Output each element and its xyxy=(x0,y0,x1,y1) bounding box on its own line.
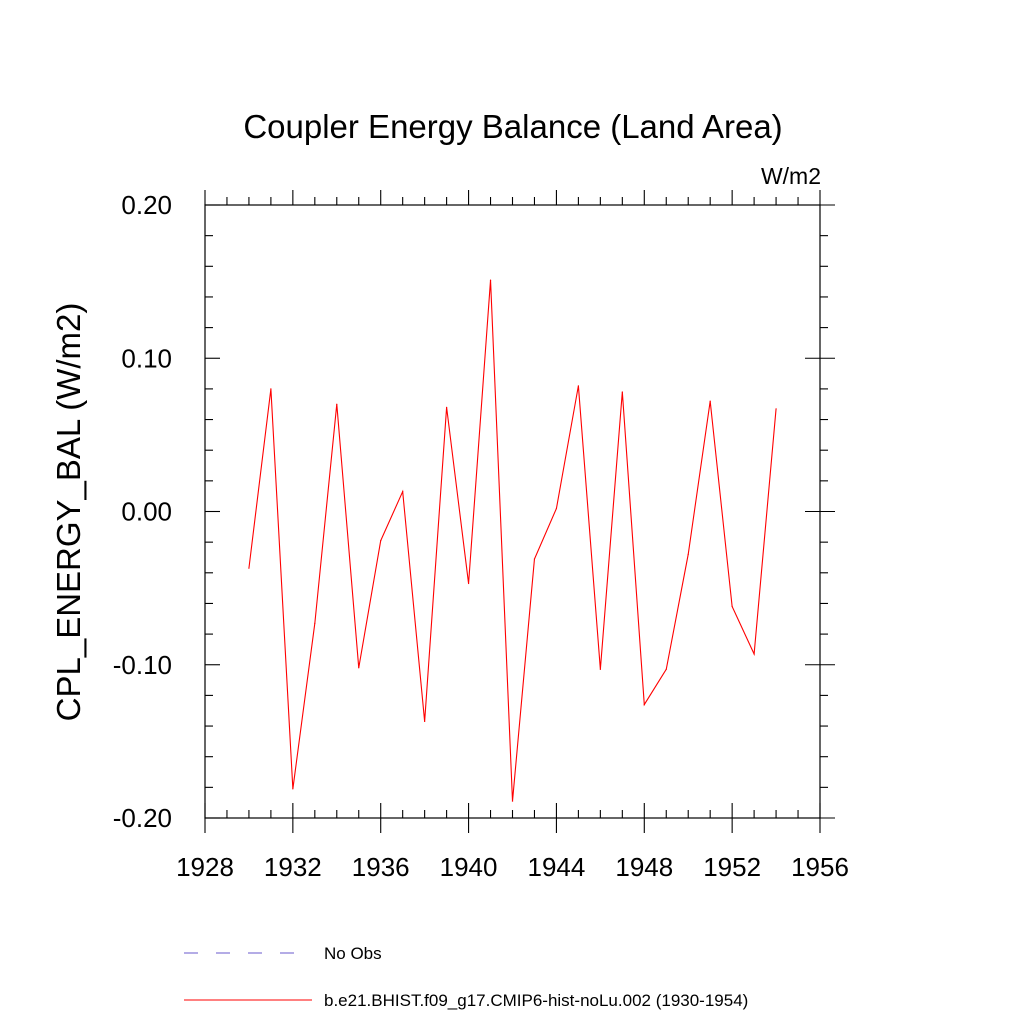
y-tick-label: 0.20 xyxy=(121,190,172,220)
series-point xyxy=(336,403,338,405)
x-tick-label: 1928 xyxy=(176,852,234,882)
series-point xyxy=(731,605,733,608)
series-point xyxy=(709,400,711,402)
x-tick-label: 1936 xyxy=(352,852,410,882)
series-point xyxy=(555,507,558,510)
series-point xyxy=(380,540,382,542)
series-point xyxy=(621,391,623,393)
legend: No Obs b.e21.BHIST.f09_g17.CMIP6-hist-noL… xyxy=(184,944,748,1010)
units-label: W/m2 xyxy=(761,163,821,189)
series-point xyxy=(402,490,404,493)
series-point xyxy=(446,406,448,408)
series-point xyxy=(270,388,272,390)
legend-label: No Obs xyxy=(324,944,382,963)
series-point xyxy=(248,567,250,569)
series-point xyxy=(511,800,514,802)
series-point xyxy=(467,582,470,585)
y-tick-label: -0.10 xyxy=(113,650,172,680)
x-tick-label: 1944 xyxy=(528,852,586,882)
x-tick-label: 1948 xyxy=(615,852,673,882)
x-tick-label: 1932 xyxy=(264,852,322,882)
series-point xyxy=(489,279,492,281)
series-point xyxy=(358,667,360,669)
x-tick-label: 1956 xyxy=(791,852,849,882)
series-point xyxy=(687,553,689,556)
series-point xyxy=(424,720,426,723)
y-tick-label: 0.10 xyxy=(121,343,172,373)
series-line xyxy=(248,280,777,802)
series-point xyxy=(753,653,755,655)
y-axis-label: CPL_ENERGY_BAL (W/m2) xyxy=(50,303,87,722)
x-tick-label: 1940 xyxy=(440,852,498,882)
legend-label: b.e21.BHIST.f09_g17.CMIP6-hist-noLu.002 … xyxy=(324,991,748,1010)
chart-title: Coupler Energy Balance (Land Area) xyxy=(243,108,782,145)
series-point xyxy=(292,788,294,790)
series-point xyxy=(643,703,645,706)
series-point xyxy=(775,408,777,410)
y-tick-label: 0.00 xyxy=(121,497,172,527)
series-point xyxy=(577,385,579,387)
series-point xyxy=(599,668,601,670)
plot-frame xyxy=(204,204,821,819)
x-tick-label: 1952 xyxy=(703,852,761,882)
series-point xyxy=(665,668,667,670)
plot-area: 1928 1932 1936 1940 1944 1948 1952 1956 -0.20 -0.… xyxy=(113,190,849,882)
y-tick-label: -0.20 xyxy=(113,803,172,833)
series-point xyxy=(533,558,536,560)
series-point xyxy=(314,622,316,624)
